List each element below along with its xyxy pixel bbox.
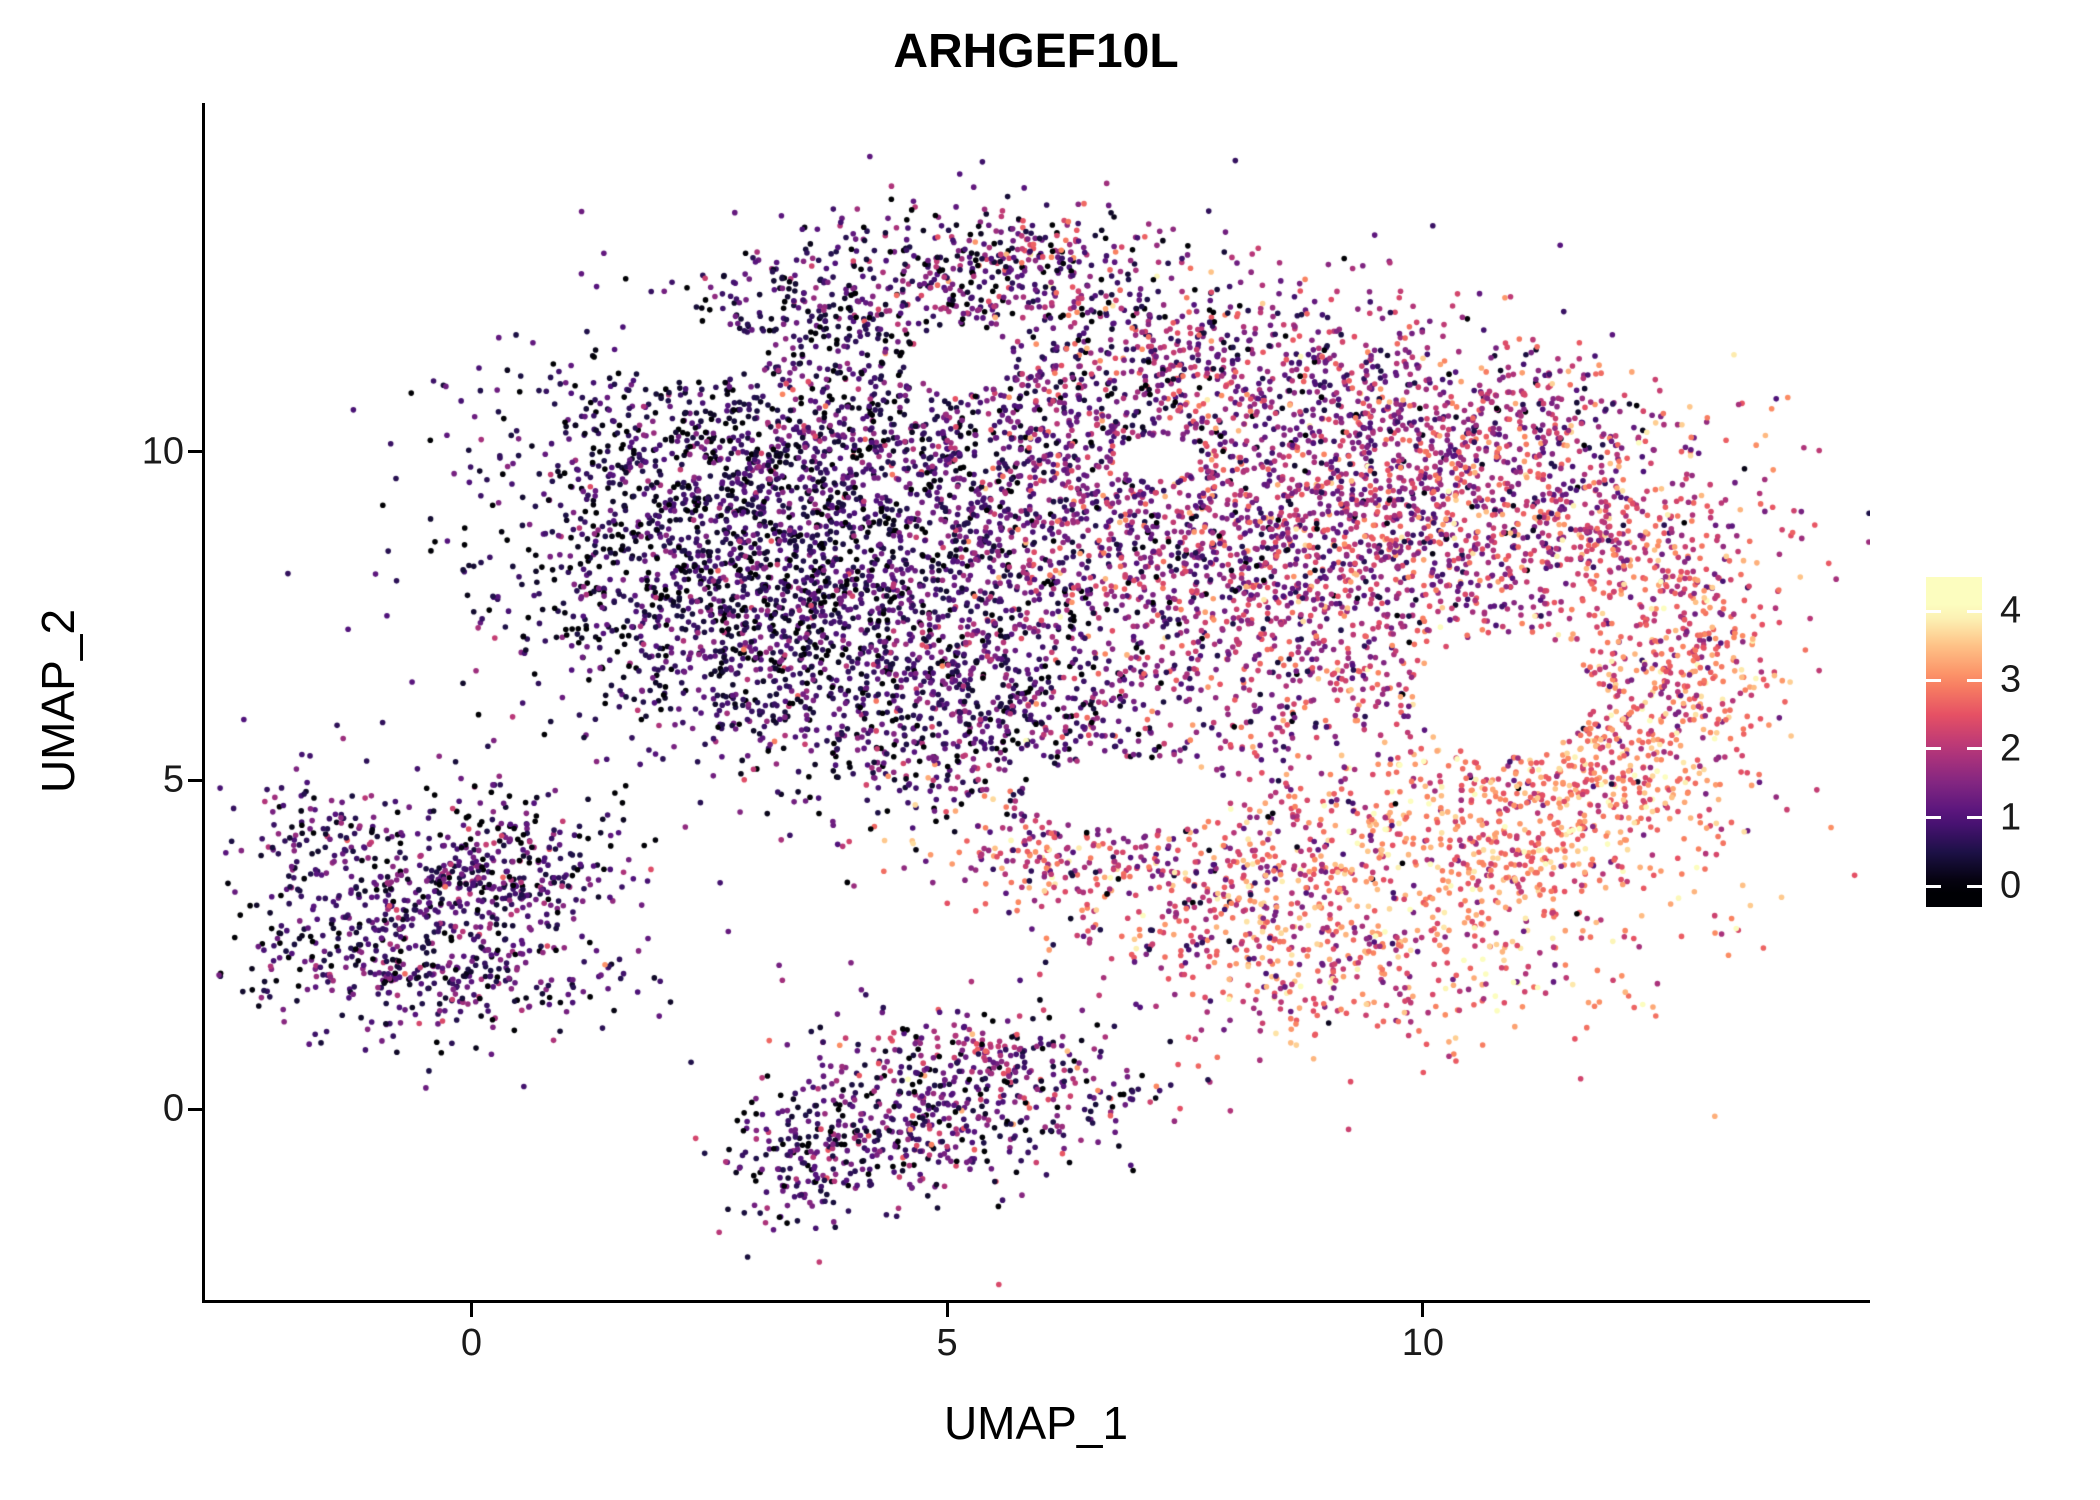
y-axis-tick-label: 10 xyxy=(141,430,184,473)
x-axis-tick-mark xyxy=(1421,1303,1425,1317)
colorbar-tick-mark xyxy=(1967,884,1982,888)
colorbar-tick-mark xyxy=(1926,678,1941,682)
colorbar-tick-mark xyxy=(1926,747,1941,751)
plot-title: ARHGEF10L xyxy=(893,25,1179,78)
colorbar-tick-mark xyxy=(1926,816,1941,820)
y-axis-tick-label: 5 xyxy=(162,758,184,801)
colorbar-tick-label: 2 xyxy=(2000,727,2022,770)
x-axis-tick-mark xyxy=(945,1303,949,1317)
y-axis-tick-mark xyxy=(188,778,202,782)
colorbar-tick-mark xyxy=(1967,609,1982,613)
x-axis-tick-label: 5 xyxy=(936,1322,958,1364)
y-axis-tick-mark xyxy=(188,450,202,454)
colorbar-tick-label: 3 xyxy=(2000,658,2022,701)
y-axis-label: UMAP_2 xyxy=(32,608,84,794)
x-axis-tick-label: 10 xyxy=(1401,1322,1444,1364)
colorbar-tick-mark xyxy=(1926,884,1941,888)
colorbar-tick-label: 4 xyxy=(2000,589,2022,632)
x-axis-label: UMAP_1 xyxy=(943,1397,1129,1449)
plot-area xyxy=(202,103,1870,1303)
colorbar-gradient xyxy=(1926,577,1982,907)
y-axis-tick-mark xyxy=(188,1107,202,1111)
colorbar-tick-label: 1 xyxy=(2000,796,2022,839)
colorbar-tick-mark xyxy=(1926,609,1941,613)
x-axis-tick-label: 0 xyxy=(460,1322,482,1364)
colorbar-tick-mark xyxy=(1967,747,1982,751)
scatter-points-canvas xyxy=(205,103,1870,1300)
colorbar-tick-mark xyxy=(1967,678,1982,682)
colorbar-tick-mark xyxy=(1967,816,1982,820)
x-axis-tick-mark xyxy=(469,1303,473,1317)
colorbar-tick-label: 0 xyxy=(2000,864,2022,907)
y-axis-tick-label: 0 xyxy=(162,1087,184,1130)
